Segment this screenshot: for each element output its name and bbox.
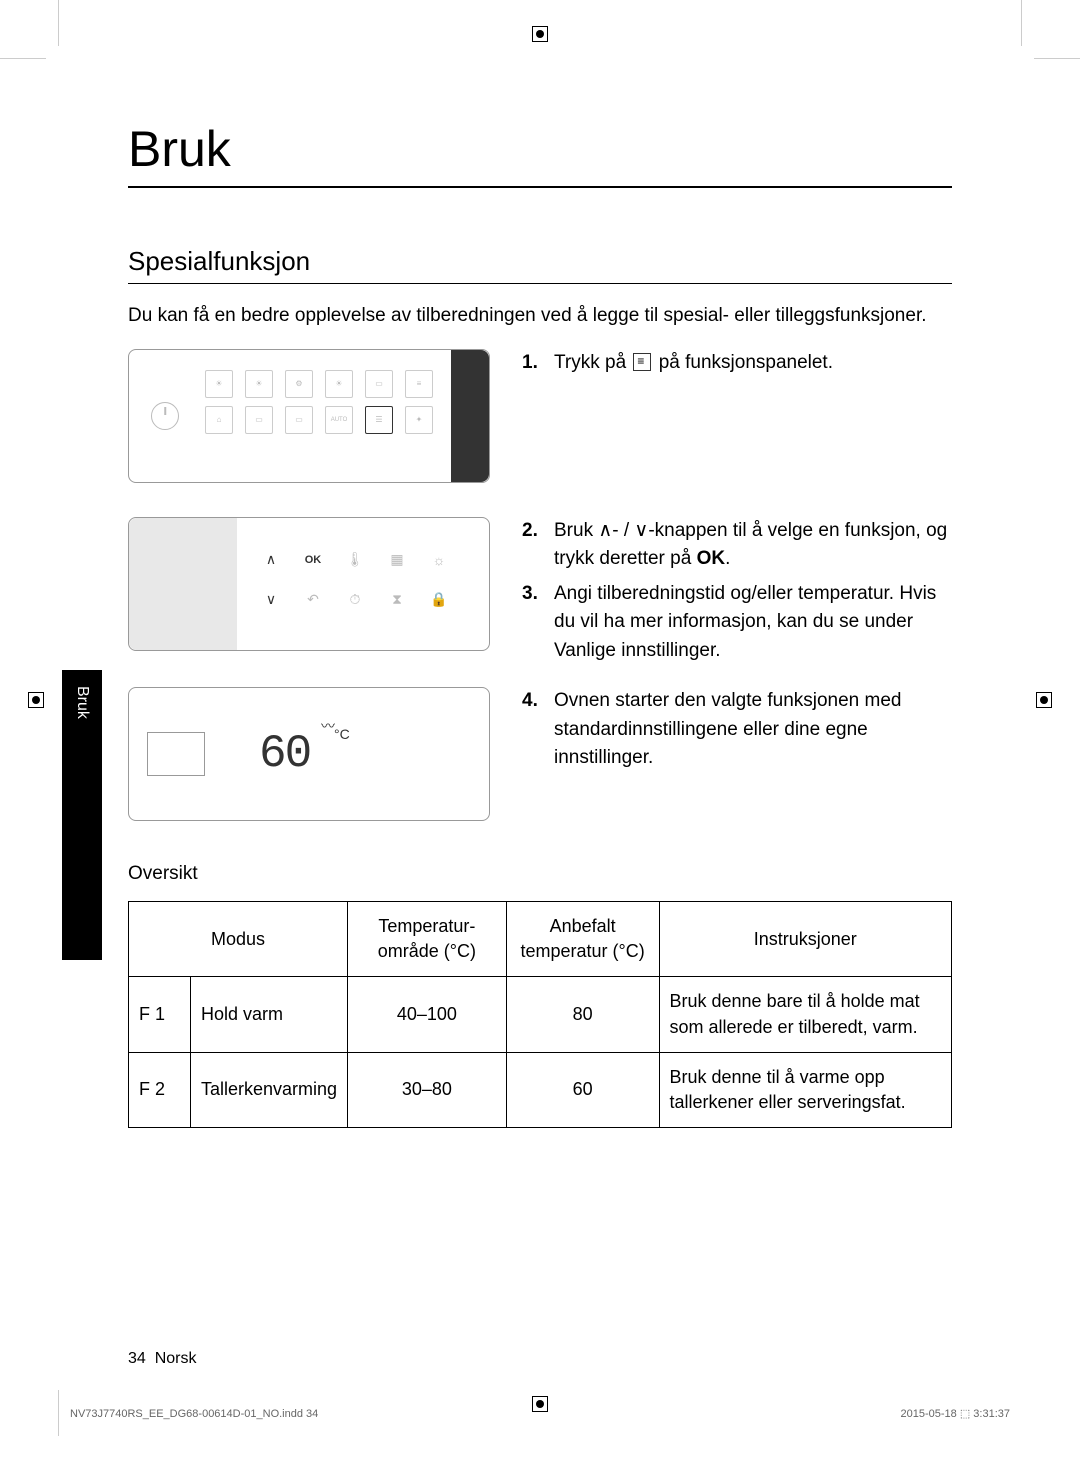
mode-icon: ☀ [205, 370, 233, 398]
mode-name: Hold varm [191, 977, 348, 1052]
timer-icon: ⧗ [381, 584, 413, 616]
crop-line [1021, 0, 1022, 46]
thermometer-icon: 🌡 [339, 544, 371, 576]
table-header-modus: Modus [129, 902, 348, 977]
grid-icon: ▦ [381, 544, 413, 576]
table-header-instructions: Instruksjoner [659, 902, 952, 977]
lock-icon: 🔒 [423, 584, 455, 616]
panel-illustration-3: 〰 60 °C [128, 687, 490, 821]
light-icon: ☼ [423, 544, 455, 576]
instruction-step-4: Ovnen starter den valgte funksjonen med … [522, 687, 952, 773]
down-icon: ∨ [255, 584, 287, 616]
mode-icon: ▭ [245, 406, 273, 434]
panel-illustration-1: ☀ ☀ ⚙ ☀ ▭ ≡ ⌂ ▭ ▭ AUTO ☰ ✦ [128, 349, 490, 483]
panel-illustration-2: ∧ OK 🌡 ▦ ☼ ∨ ↶ ⏱ ⧗ 🔒 [128, 517, 490, 651]
intro-text: Du kan få en bedre opplevelse av tilbere… [128, 302, 952, 331]
crop-line [0, 58, 46, 59]
mode-icon: ≡ [405, 370, 433, 398]
mode-instructions: Bruk denne til å varme opp tallerkener e… [659, 1052, 952, 1127]
back-icon: ↶ [297, 584, 329, 616]
mode-icon: ▭ [285, 406, 313, 434]
section-title: Spesialfunksjon [128, 246, 952, 284]
mode-recommended: 80 [506, 977, 659, 1052]
side-tab: Bruk [62, 670, 102, 960]
menu-icon: ☰ [365, 406, 393, 434]
footer-date: 2015-05-18 ⬚ 3:31:37 [901, 1407, 1010, 1420]
ok-label: OK [297, 544, 329, 576]
menu-icon [633, 353, 651, 371]
mode-range: 30–80 [348, 1052, 507, 1127]
mode-icon: ☀ [325, 370, 353, 398]
mode-instructions: Bruk denne bare til å holde mat som alle… [659, 977, 952, 1052]
crop-mark [26, 690, 46, 710]
mode-icon: ☀ [245, 370, 273, 398]
instruction-step-1: Trykk på på funksjonspanelet. [522, 349, 952, 378]
crop-mark [1034, 690, 1054, 710]
mode-code: F 1 [129, 977, 191, 1052]
crop-mark [530, 1394, 550, 1414]
table-header-range: Temperatur-område (°C) [348, 902, 507, 977]
table-row: F 1 Hold varm 40–100 80 Bruk denne bare … [129, 977, 952, 1052]
mode-range: 40–100 [348, 977, 507, 1052]
modes-table: Modus Temperatur-område (°C) Anbefalt te… [128, 901, 952, 1128]
mode-icon: ✦ [405, 406, 433, 434]
up-icon: ∧ [255, 544, 287, 576]
mode-code: F 2 [129, 1052, 191, 1127]
oversikt-heading: Oversikt [128, 863, 952, 885]
crop-line [58, 1390, 59, 1436]
crop-mark [530, 24, 550, 44]
crop-line [1034, 58, 1080, 59]
mode-icon: ⚙ [285, 370, 313, 398]
clock-icon: ⏱ [339, 584, 371, 616]
table-row: F 2 Tallerkenvarming 30–80 60 Bruk denne… [129, 1052, 952, 1127]
power-icon [151, 402, 179, 430]
footer-filename: NV73J7740RS_EE_DG68-00614D-01_NO.indd 34 [70, 1408, 318, 1420]
wave-icon: 〰 [321, 716, 335, 736]
mode-icon: ▭ [365, 370, 393, 398]
mode-recommended: 60 [506, 1052, 659, 1127]
temperature-display: 60 [259, 728, 310, 780]
page-footer: 34 Norsk [128, 1350, 196, 1368]
mode-icon: AUTO [325, 406, 353, 434]
page-title: Bruk [128, 120, 952, 188]
temperature-unit: °C [334, 726, 350, 742]
instruction-step-2: Bruk ∧- / ∨-knappen til å velge en funks… [522, 517, 952, 574]
mode-name: Tallerkenvarming [191, 1052, 348, 1127]
table-header-recommended: Anbefalt temperatur (°C) [506, 902, 659, 977]
instruction-step-3: Angi tilberedningstid og/eller temperatu… [522, 580, 952, 666]
crop-line [58, 0, 59, 46]
mode-icon: ⌂ [205, 406, 233, 434]
